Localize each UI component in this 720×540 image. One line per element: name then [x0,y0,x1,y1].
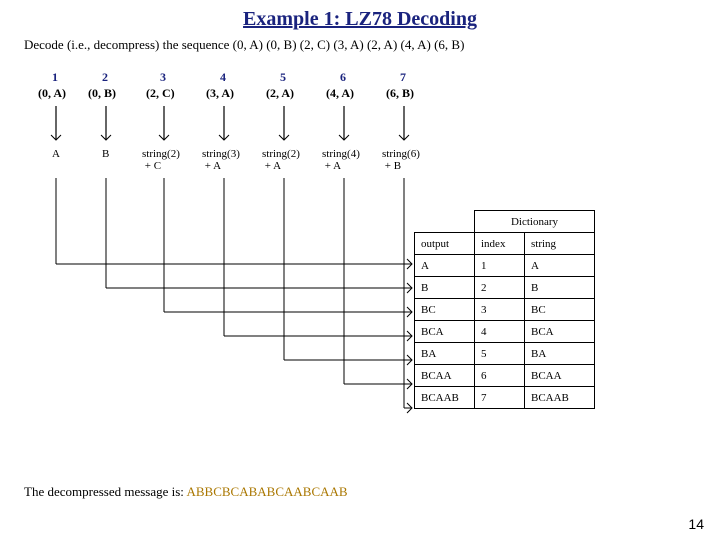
pair-label: (2, A) [266,86,294,101]
pair-label: (0, B) [88,86,116,101]
slide-number: 14 [688,516,704,532]
dict-header-row: outputindexstring [415,233,595,255]
slide-title: Example 1: LZ78 Decoding [0,0,720,31]
table-row: BA5BA [415,343,595,365]
dict-cell: 3 [475,299,525,321]
index-label: 4 [220,70,226,85]
diagram-svg [24,70,696,470]
expansion-label: B [102,148,109,160]
table-row: B2B [415,277,595,299]
dict-cell: 7 [475,387,525,409]
dict-cell: 4 [475,321,525,343]
pair-label: (6, B) [386,86,414,101]
dict-cell: BC [415,299,475,321]
expansion-label: string(4) + A [322,148,360,172]
dict-cell: A [415,255,475,277]
expansion-label: string(2) + A [262,148,300,172]
pair-label: (2, C) [146,86,175,101]
dict-cell: 6 [475,365,525,387]
index-label: 7 [400,70,406,85]
table-row: BCAAB7BCAAB [415,387,595,409]
slide-subtitle: Decode (i.e., decompress) the sequence (… [0,31,720,53]
table-row: BCAA6BCAA [415,365,595,387]
dict-cell: BA [525,343,595,365]
dict-cell: A [525,255,595,277]
dict-cell: BCA [415,321,475,343]
dictionary-table: Dictionary outputindexstring A1AB2BBC3BC… [414,210,595,409]
table-row: BCA4BCA [415,321,595,343]
dict-cell: B [525,277,595,299]
dict-cell: BCA [525,321,595,343]
dict-cell: BCAA [415,365,475,387]
dict-header-cell: index [475,233,525,255]
expansion-label: A [52,148,60,160]
index-label: 3 [160,70,166,85]
decoding-diagram: Dictionary outputindexstring A1AB2BBC3BC… [24,70,696,470]
expansion-label: string(3) + A [202,148,240,172]
dict-cell: 1 [475,255,525,277]
dict-cell: B [415,277,475,299]
dict-header-cell: output [415,233,475,255]
result-line: The decompressed message is: ABBCBCABABC… [24,484,348,500]
dict-cell: BCAAB [415,387,475,409]
dict-cell: BA [415,343,475,365]
index-label: 5 [280,70,286,85]
dict-cell: BCAA [525,365,595,387]
expansion-label: string(2) + C [142,148,180,172]
table-row: BC3BC [415,299,595,321]
index-label: 2 [102,70,108,85]
result-label: The decompressed message is: [24,484,186,499]
dict-header-cell: string [525,233,595,255]
pair-label: (4, A) [326,86,354,101]
dict-cell: 5 [475,343,525,365]
table-row: A1A [415,255,595,277]
dict-title-cell: Dictionary [475,211,595,233]
index-label: 1 [52,70,58,85]
result-value: ABBCBCABABCAABCAAB [186,484,347,499]
index-label: 6 [340,70,346,85]
expansion-label: string(6) + B [382,148,420,172]
pair-label: (0, A) [38,86,66,101]
dict-cell: 2 [475,277,525,299]
dict-cell: BCAAB [525,387,595,409]
pair-label: (3, A) [206,86,234,101]
dict-cell: BC [525,299,595,321]
